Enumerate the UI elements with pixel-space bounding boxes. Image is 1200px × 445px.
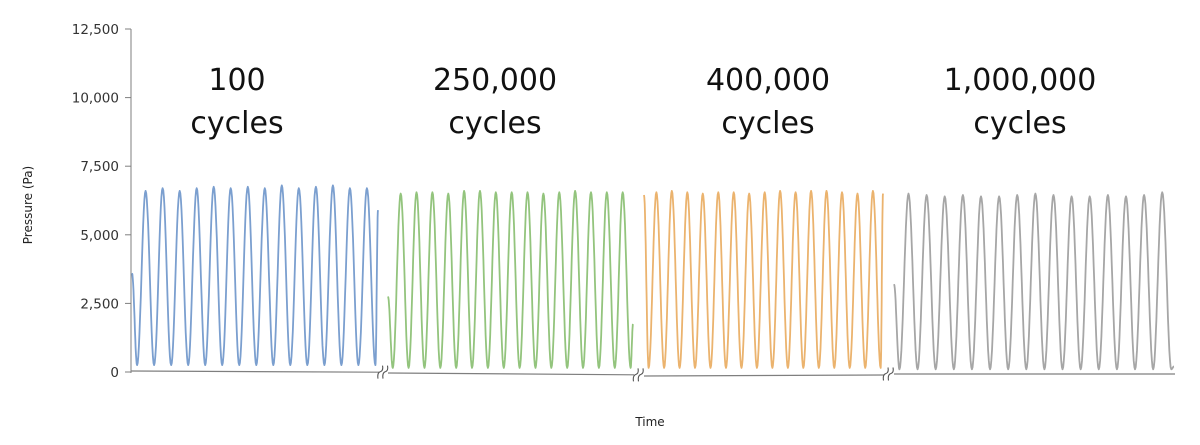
segment-annotation-count: 400,000 bbox=[706, 63, 830, 98]
y-axis: 0 2,500 5,000 7,500 10,000 12,500 bbox=[72, 22, 132, 381]
x-axis-segment bbox=[643, 374, 885, 377]
y-tick-label: 10,000 bbox=[72, 91, 119, 107]
segment-annotation-unit: cycles bbox=[721, 106, 814, 141]
axis-break-marker bbox=[377, 365, 389, 379]
segment-annotation-unit: cycles bbox=[448, 106, 541, 141]
x-axis bbox=[130, 365, 1175, 382]
segment-annotation-count: 250,000 bbox=[433, 63, 557, 98]
x-axis-segment bbox=[130, 370, 380, 373]
x-axis-segment bbox=[387, 372, 635, 376]
y-tick-label: 2,500 bbox=[80, 296, 119, 312]
series-layer bbox=[131, 184, 1175, 371]
axis-break-marker bbox=[632, 368, 644, 382]
y-tick-label: 12,500 bbox=[72, 22, 119, 38]
y-tick-label: 7,500 bbox=[80, 159, 119, 175]
segment-annotation-count: 1,000,000 bbox=[944, 63, 1097, 98]
segment-annotation-unit: cycles bbox=[973, 106, 1066, 141]
segment-annotation-unit: cycles bbox=[190, 106, 283, 141]
annotation-layer: 100 cycles 250,000 cycles 400,000 cycles 1,000… bbox=[190, 63, 1096, 141]
series-line bbox=[893, 191, 1175, 371]
segment-annotation-count: 100 bbox=[208, 63, 265, 98]
y-tick-label: 5,000 bbox=[80, 228, 119, 244]
x-axis-title: Time bbox=[634, 415, 664, 429]
series-line bbox=[387, 190, 634, 369]
series-line bbox=[131, 184, 379, 366]
axis-break-marker bbox=[882, 367, 894, 381]
y-tick-label: 0 bbox=[110, 365, 119, 381]
series-line bbox=[643, 190, 884, 369]
y-axis-title: Pressure (Pa) bbox=[21, 166, 35, 244]
